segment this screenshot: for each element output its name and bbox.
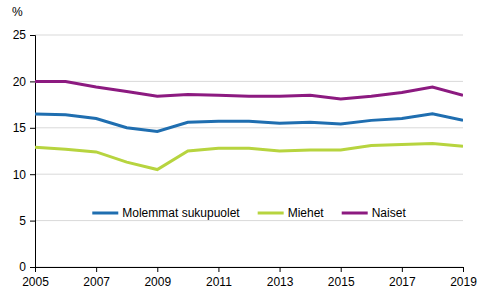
tick-mark xyxy=(30,267,35,268)
tick-label: 2009 xyxy=(144,275,171,289)
tick-mark xyxy=(402,267,403,272)
tick-mark xyxy=(96,267,97,272)
tick: 5 xyxy=(19,214,35,228)
tick-label: 2005 xyxy=(22,275,49,289)
legend-label: Miehet xyxy=(288,206,325,220)
chart: 0510152025200520072009201120132015201720… xyxy=(0,0,488,303)
tick-mark xyxy=(280,267,281,272)
tick: 2017 xyxy=(389,267,416,289)
legend-label: Molemmat sukupuolet xyxy=(122,206,240,220)
lines xyxy=(35,81,463,169)
tick-label: 0 xyxy=(19,260,26,274)
axis-title: % xyxy=(12,5,23,19)
tick-label: 2007 xyxy=(83,275,110,289)
tick-mark xyxy=(30,35,35,36)
tick: 2005 xyxy=(22,267,49,289)
tick-mark xyxy=(30,174,35,175)
tick: 10 xyxy=(13,168,35,182)
grid-line xyxy=(35,127,463,128)
tick: 2019 xyxy=(450,267,477,289)
axis-line xyxy=(30,36,36,268)
legend-swatch xyxy=(92,212,118,215)
tick: 2009 xyxy=(144,267,171,289)
grid-line xyxy=(35,35,463,36)
legend: Molemmat sukupuolet Miehet Naiset xyxy=(92,206,406,220)
tick: 2007 xyxy=(83,267,110,289)
tick-label: 20 xyxy=(13,75,27,89)
series-line xyxy=(35,144,463,170)
legend-item: Molemmat sukupuolet xyxy=(92,206,240,220)
grid-line xyxy=(35,81,463,82)
series-line xyxy=(35,81,463,99)
tick-label: 2011 xyxy=(206,275,232,289)
legend-item: Miehet xyxy=(258,206,325,220)
series-line xyxy=(35,114,463,132)
legend-label: Naiset xyxy=(372,206,407,220)
tick-label: 2015 xyxy=(328,275,355,289)
tick: 2013 xyxy=(267,267,294,289)
tick-label: 2017 xyxy=(389,275,416,289)
x-axis: 2005 2007 2009 2011 2013 2015 2017 2019 xyxy=(22,267,477,289)
tick-mark xyxy=(218,267,219,272)
tick-mark xyxy=(30,221,35,222)
tick: 2011 xyxy=(206,267,232,289)
tick-mark xyxy=(30,81,35,82)
tick-label: 10 xyxy=(13,168,27,182)
legend-item: Naiset xyxy=(342,206,407,220)
legend-swatch xyxy=(258,212,284,215)
grid-line xyxy=(35,174,463,175)
axis-line xyxy=(36,268,464,273)
tick-mark xyxy=(30,128,35,129)
tick-mark xyxy=(341,267,342,272)
tick: 15 xyxy=(13,121,35,135)
tick-mark xyxy=(35,267,36,272)
plot-area: 0510152025200520072009201120132015201720… xyxy=(13,28,478,288)
tick-label: 25 xyxy=(13,28,27,42)
tick: 25 xyxy=(13,28,35,42)
tick: 20 xyxy=(13,75,35,89)
grid xyxy=(35,35,463,267)
tick: 0 xyxy=(19,260,35,274)
tick-label: 15 xyxy=(13,121,27,135)
tick-label: 5 xyxy=(19,214,26,228)
tick: 2015 xyxy=(328,267,355,289)
grid-line xyxy=(35,220,463,221)
tick-label: 2013 xyxy=(267,275,294,289)
y-axis: 0 5 10 15 20 25 xyxy=(13,28,36,274)
tick-mark xyxy=(463,267,464,272)
legend-swatch xyxy=(342,212,368,215)
tick-label: 2019 xyxy=(450,275,477,289)
tick-mark xyxy=(157,267,158,272)
